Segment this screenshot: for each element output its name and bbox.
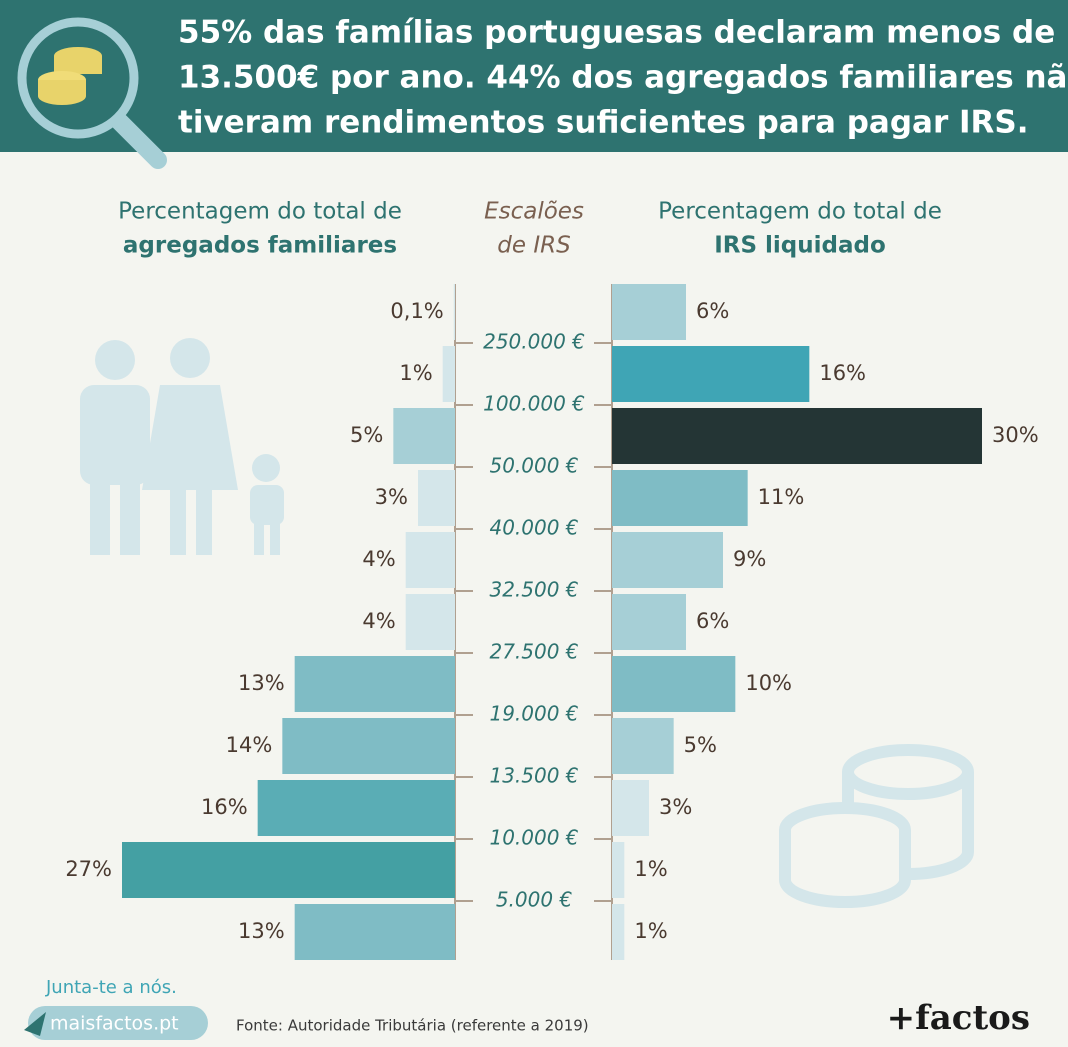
family-icon	[80, 338, 284, 555]
bracket-label: 250.000 €	[483, 330, 585, 354]
value-label: 9%	[733, 547, 766, 571]
bar	[612, 408, 982, 464]
bar	[612, 284, 686, 340]
bar	[393, 408, 455, 464]
bar	[612, 594, 686, 650]
bar	[442, 346, 455, 402]
bar	[612, 842, 625, 898]
value-label: 11%	[758, 485, 805, 509]
bracket-label: 10.000 €	[489, 826, 578, 850]
column-heading: IRS liquidado	[714, 233, 886, 259]
value-label: 13%	[238, 671, 285, 695]
bracket-label: 5.000 €	[496, 888, 573, 912]
value-label: 1%	[399, 361, 432, 385]
bar	[418, 470, 455, 526]
bracket-label: 32.500 €	[489, 578, 578, 602]
column-heading: Escalões	[484, 199, 584, 225]
bar	[612, 532, 723, 588]
value-label: 1%	[634, 919, 667, 943]
bar	[612, 656, 736, 712]
bracket-label: 19.000 €	[489, 702, 578, 726]
bracket-label: 27.500 €	[489, 640, 578, 664]
column-heading: agregados familiares	[123, 233, 397, 259]
value-label: 6%	[696, 299, 729, 323]
bar	[122, 842, 455, 898]
bar	[612, 718, 674, 774]
header-band	[0, 0, 1068, 152]
column-heading: de IRS	[497, 233, 570, 259]
value-label: 5%	[350, 423, 383, 447]
bar	[405, 532, 455, 588]
value-label: 3%	[375, 485, 408, 509]
value-label: 4%	[362, 609, 395, 633]
value-label: 27%	[65, 857, 112, 881]
value-label: 13%	[238, 919, 285, 943]
site-pill[interactable]	[28, 1006, 208, 1040]
bar	[257, 780, 455, 836]
bar	[612, 904, 625, 960]
bracket-label: 50.000 €	[489, 454, 578, 478]
value-label: 5%	[684, 733, 717, 757]
value-label: 16%	[819, 361, 866, 385]
column-heading: Percentagem do total de	[118, 199, 402, 225]
title-line: tiveram rendimentos suficientes para pag…	[178, 105, 1029, 141]
bar	[612, 346, 810, 402]
bar	[405, 594, 455, 650]
value-label: 6%	[696, 609, 729, 633]
coins-icon	[779, 744, 974, 908]
bar	[294, 904, 455, 960]
value-label: 0,1%	[390, 299, 443, 323]
bar	[282, 718, 455, 774]
cta: Junta-te a nós.	[45, 977, 177, 998]
bracket-label: 100.000 €	[483, 392, 585, 416]
value-label: 10%	[745, 671, 792, 695]
bar	[453, 284, 455, 340]
value-label: 14%	[226, 733, 273, 757]
title-line: 13.500€ por ano. 44% dos agregados famil…	[178, 60, 1068, 96]
value-label: 3%	[659, 795, 692, 819]
bar	[612, 470, 748, 526]
value-label: 4%	[362, 547, 395, 571]
bar	[612, 780, 649, 836]
source: Fonte: Autoridade Tributária (referente …	[236, 1017, 589, 1035]
bracket-label: 40.000 €	[489, 516, 578, 540]
magnifier-icon	[17, 17, 167, 169]
column-heading: Percentagem do total de	[658, 199, 942, 225]
brand: +factos	[887, 998, 1030, 1038]
value-label: 1%	[634, 857, 667, 881]
arrow-icon	[24, 1012, 46, 1036]
value-label: 16%	[201, 795, 248, 819]
site-link[interactable]: maisfactos.pt	[50, 1013, 179, 1035]
bar	[294, 656, 455, 712]
bracket-label: 13.500 €	[489, 764, 578, 788]
value-label: 30%	[992, 423, 1039, 447]
title-line: 55% das famílias portuguesas declaram me…	[178, 15, 1055, 51]
